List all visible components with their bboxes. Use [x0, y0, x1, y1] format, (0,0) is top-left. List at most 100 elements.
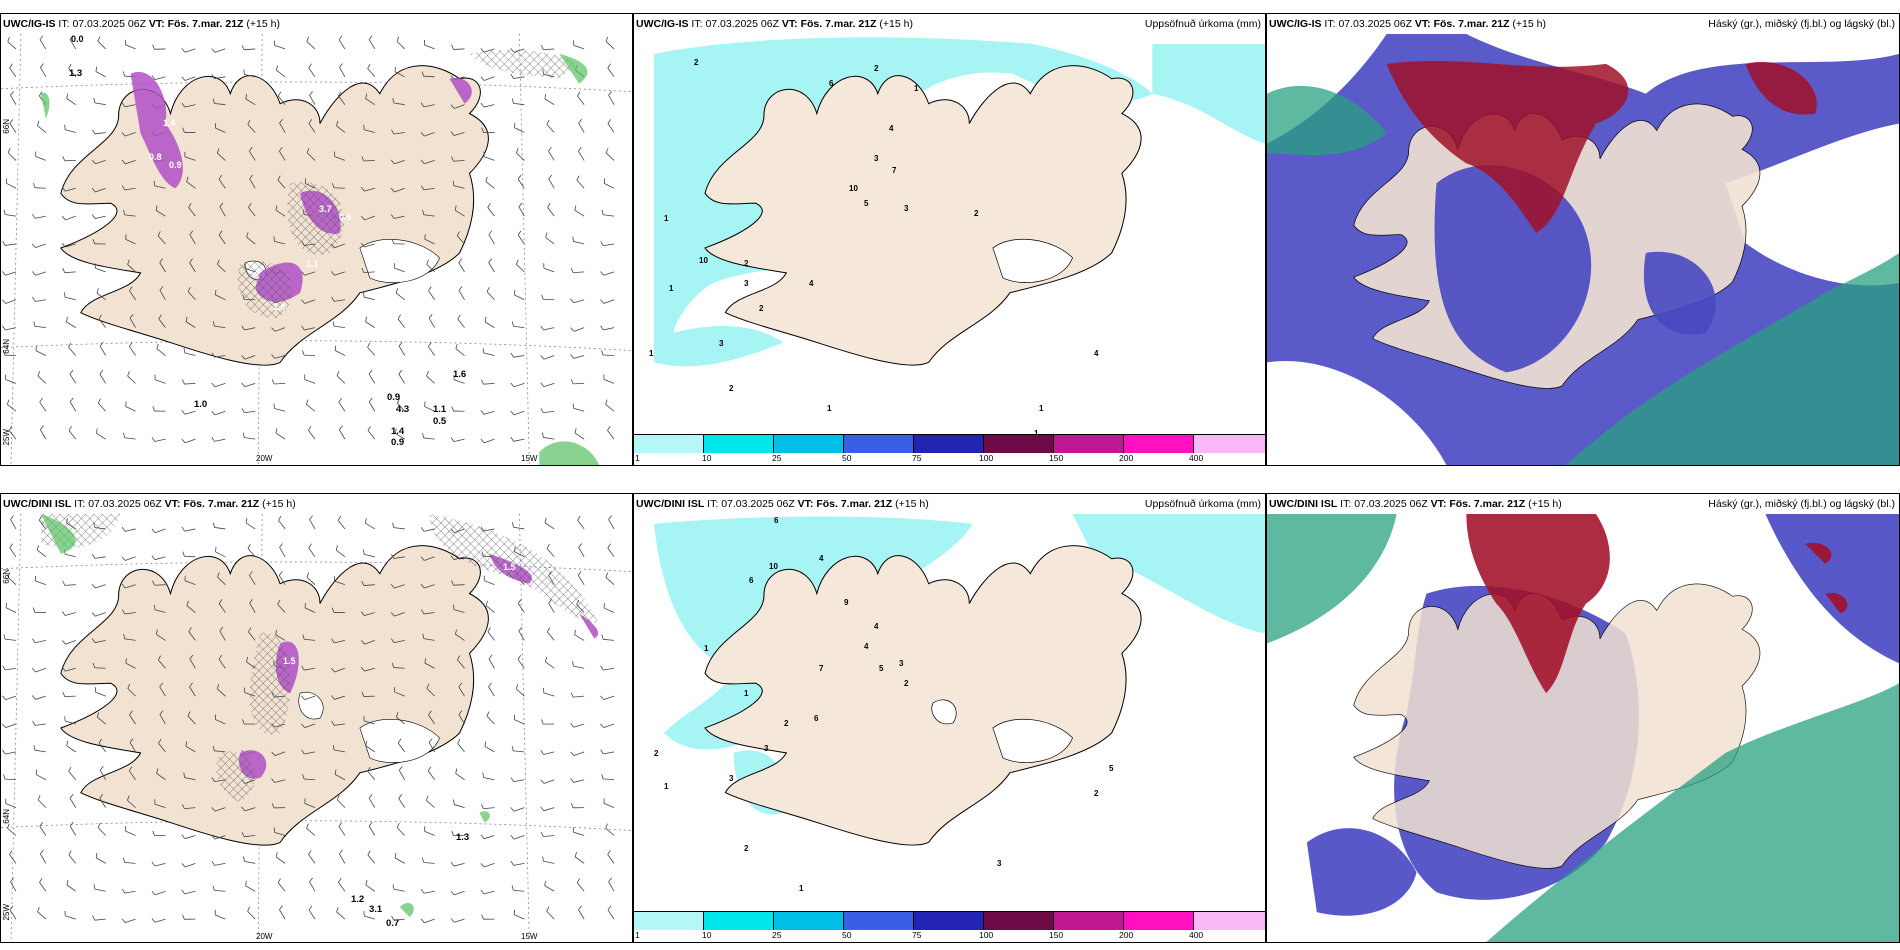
wind-barb	[368, 825, 376, 836]
wind-barb-feather	[32, 720, 36, 726]
init-time: 07.03.2025 06Z	[705, 18, 779, 30]
wind-barb	[66, 745, 76, 753]
wind-barbs	[2, 515, 615, 924]
wind-barb	[124, 104, 136, 108]
wind-barb	[428, 714, 435, 725]
wind-barb-feather	[121, 132, 126, 137]
wind-barb	[488, 686, 495, 697]
wind-barb-feather	[510, 777, 514, 782]
colorbar-tick: 150	[1049, 453, 1064, 463]
wind-barb	[244, 355, 256, 360]
wind-barb	[214, 382, 226, 388]
wind-barb	[96, 433, 106, 440]
wind-barb-feather	[480, 863, 485, 868]
wind-barb-feather	[577, 515, 581, 521]
wind-barb-feather	[68, 850, 72, 856]
wind-barb-feather	[570, 802, 574, 808]
wind-barb	[428, 317, 435, 328]
wind-barb-feather	[306, 399, 309, 405]
wind-barb	[543, 355, 555, 360]
wind-barb-feather	[361, 267, 365, 273]
wind-barb	[34, 325, 46, 329]
wind-barb-feather	[541, 719, 544, 725]
wind-barb	[573, 831, 585, 836]
wind-barb	[513, 355, 525, 358]
wind-barb	[244, 74, 256, 78]
wind-barb-feather	[361, 156, 365, 162]
wind-barb	[367, 68, 376, 78]
wind-barb	[217, 576, 226, 585]
wind-barb	[65, 720, 76, 725]
wind-barb-feather	[37, 120, 40, 126]
wind-barb-feather	[277, 878, 281, 883]
colorbar-swatch	[634, 435, 704, 453]
wind-barb-feather	[91, 612, 96, 617]
wind-map-svg	[1, 34, 632, 465]
wind-barb	[154, 584, 166, 586]
wind-barb-feather	[129, 286, 133, 291]
wind-barb	[215, 719, 226, 725]
wind-barb-feather	[62, 268, 66, 273]
wind-barb	[603, 778, 615, 781]
wind-barb	[125, 44, 136, 50]
wind-barb	[573, 355, 585, 359]
wind-barb-feather	[301, 299, 305, 304]
wind-barb-feather	[91, 187, 96, 193]
wind-barb-feather	[420, 583, 425, 589]
wind-barb-feather	[600, 723, 604, 728]
wind-barb-feather	[151, 528, 156, 533]
colorbar-tick: 50	[842, 453, 852, 463]
wind-barb-feather	[279, 905, 283, 910]
wind-barb-feather	[69, 821, 74, 827]
wind-barb-feather	[185, 316, 188, 322]
wind-barb-feather	[607, 850, 611, 855]
wind-barb	[184, 438, 196, 444]
wind-barb-feather	[397, 314, 401, 320]
wind-barb	[603, 751, 615, 755]
wind-barb-feather	[331, 607, 335, 613]
wind-barb	[94, 888, 106, 892]
init-time: 07.03.2025 06Z	[1338, 18, 1412, 30]
wind-barb-feather	[243, 69, 245, 75]
wind-barb	[9, 67, 17, 78]
wind-barb-feather	[545, 232, 548, 238]
wind-barb-feather	[302, 774, 305, 780]
wind-barb-feather	[271, 327, 276, 332]
wind-barb	[574, 432, 585, 440]
wind-barb-feather	[485, 176, 488, 182]
wind-barb-feather	[360, 640, 365, 645]
wind-barb-feather	[540, 408, 544, 413]
wind-barb-feather	[7, 572, 11, 578]
wind-barb	[513, 889, 525, 892]
wind-barb	[368, 39, 376, 50]
wind-barb-feather	[159, 286, 164, 291]
wind-barb	[244, 327, 256, 331]
wind-barb-feather	[97, 36, 101, 42]
wind-barb	[278, 520, 286, 530]
wind-barb	[187, 715, 196, 725]
colorbar-swatch	[704, 912, 774, 930]
wind-barb	[308, 430, 316, 440]
wind-barb-feather	[186, 600, 189, 606]
wind-barb-feather	[277, 175, 281, 181]
wind-barb-feather	[574, 205, 577, 211]
lat-label: 64N	[2, 339, 11, 354]
wind-barb-feather	[420, 888, 425, 894]
wind-barb	[339, 853, 346, 864]
wind-barb-feather	[181, 102, 186, 108]
precip-value: 1	[1039, 404, 1044, 413]
wind-barb	[95, 857, 106, 864]
wind-barb-feather	[61, 640, 66, 645]
precip-value: 1	[914, 84, 919, 93]
wind-barb	[127, 375, 136, 384]
wind-barb	[248, 150, 256, 161]
wind-barb	[397, 402, 406, 412]
wind-barb	[607, 123, 615, 133]
wind-barb-feather	[40, 849, 44, 855]
lead-time: (+15 h)	[262, 498, 296, 510]
wind-barb-feather	[68, 766, 72, 772]
wind-barb	[543, 48, 555, 51]
wind-barb	[154, 185, 166, 189]
wind-barb	[274, 779, 286, 783]
precip-value: 10	[699, 256, 708, 265]
